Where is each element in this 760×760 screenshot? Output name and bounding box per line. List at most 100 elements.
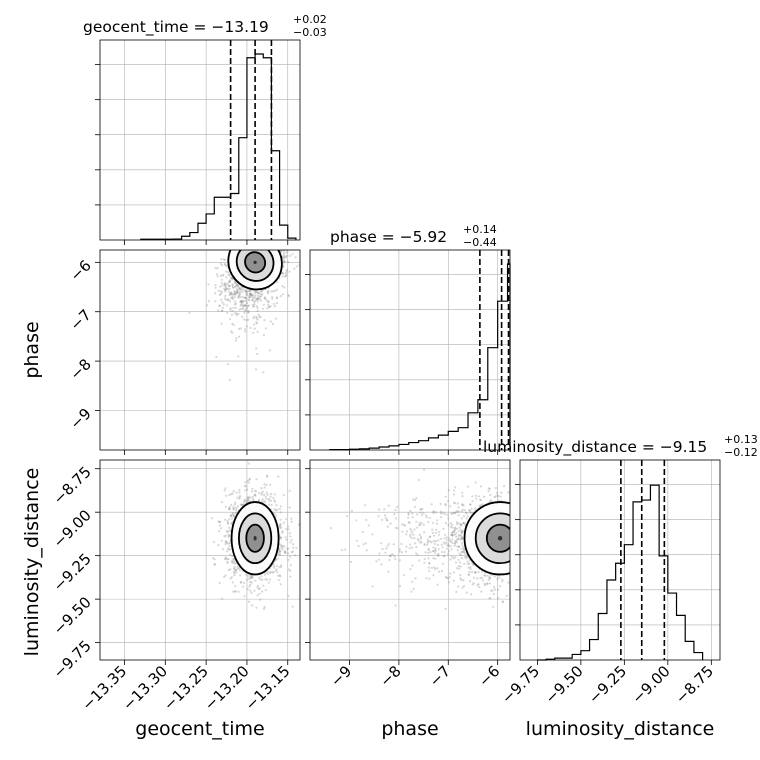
sample-point	[279, 536, 282, 539]
x-axis-label-luminosity-distance: luminosity_distance	[526, 718, 715, 740]
sample-point	[283, 218, 285, 220]
sample-point	[188, 311, 191, 314]
sample-point	[249, 496, 252, 499]
sample-point	[439, 512, 443, 515]
sample-point	[233, 503, 236, 506]
sample-point	[271, 242, 273, 244]
sample-point	[240, 237, 242, 239]
sample-point	[329, 527, 332, 530]
sample-point	[364, 504, 367, 507]
sample-point	[428, 562, 431, 565]
sample-point	[403, 523, 406, 526]
sample-point	[512, 544, 514, 546]
sample-point	[425, 514, 428, 517]
sample-point	[228, 526, 231, 530]
sample-point	[238, 335, 241, 338]
sample-point	[461, 491, 464, 494]
sample-point	[225, 304, 228, 307]
sample-point	[288, 532, 291, 535]
sample-point	[486, 582, 489, 585]
sample-point	[238, 566, 241, 570]
sample-point	[266, 572, 269, 576]
sample-point	[410, 590, 413, 593]
sample-point	[486, 574, 489, 577]
sample-point	[484, 571, 487, 575]
sample-point	[457, 585, 460, 588]
sample-point	[493, 496, 496, 499]
sample-point	[251, 303, 254, 306]
sample-point	[457, 530, 460, 533]
sample-point	[449, 526, 452, 529]
sample-point	[250, 293, 253, 296]
sample-point	[244, 498, 247, 501]
sample-point	[512, 554, 514, 556]
sample-point	[238, 287, 241, 290]
sample-point	[457, 565, 460, 568]
sample-point	[401, 530, 404, 533]
sample-point	[256, 297, 259, 300]
sample-point	[301, 250, 303, 252]
sample-point	[546, 555, 548, 557]
sample-point	[250, 490, 253, 493]
sample-point	[525, 534, 527, 536]
sample-point	[259, 290, 262, 293]
sample-point	[511, 562, 513, 564]
sample-point	[235, 314, 238, 317]
sample-point	[471, 571, 474, 574]
sample-point	[437, 554, 440, 557]
sample-point	[244, 489, 247, 492]
sample-point	[231, 561, 234, 564]
sample-point	[530, 535, 532, 537]
x-tick-label: −13.15	[242, 662, 294, 714]
sample-point	[275, 227, 277, 229]
sample-point	[259, 315, 262, 319]
sample-point	[417, 478, 420, 482]
sample-point	[231, 331, 234, 334]
density-contour	[253, 535, 257, 541]
sample-point	[534, 586, 536, 588]
sample-point	[256, 586, 259, 589]
sample-point	[411, 564, 414, 567]
sample-point	[492, 586, 496, 589]
sample-point	[408, 521, 411, 524]
sample-point	[297, 242, 299, 244]
sample-point	[230, 313, 234, 316]
sample-point	[340, 549, 344, 552]
sample-point	[378, 552, 381, 555]
sample-point	[513, 588, 515, 590]
sample-point	[384, 517, 387, 520]
sample-point	[454, 542, 457, 545]
sample-point	[423, 531, 426, 534]
sample-point	[439, 502, 442, 506]
sample-point	[516, 584, 518, 586]
sample-point	[521, 560, 523, 562]
scatter-points	[188, 218, 303, 382]
sample-point	[294, 256, 297, 259]
sample-point	[250, 296, 253, 299]
sample-point	[264, 221, 266, 223]
sample-point	[296, 228, 298, 230]
x-tick-label: −8	[376, 662, 404, 690]
sample-point	[244, 296, 247, 299]
sample-point	[285, 233, 287, 235]
sample-point	[528, 523, 530, 525]
sample-point	[274, 245, 276, 247]
sample-point	[258, 315, 261, 318]
sample-point	[273, 499, 276, 502]
sample-point	[214, 286, 217, 289]
sample-point	[223, 284, 226, 287]
sample-point	[226, 299, 230, 302]
sample-point	[267, 581, 270, 584]
sample-point	[277, 228, 279, 230]
sample-point	[249, 241, 251, 243]
sample-point	[541, 523, 543, 525]
sample-point	[222, 273, 225, 276]
sample-point	[380, 542, 383, 545]
sample-point	[220, 290, 223, 294]
sample-point	[467, 485, 470, 488]
sample-point	[451, 556, 454, 559]
sample-point	[514, 572, 516, 574]
sample-point	[280, 247, 282, 249]
sample-point	[440, 543, 443, 546]
sample-point	[278, 244, 280, 246]
